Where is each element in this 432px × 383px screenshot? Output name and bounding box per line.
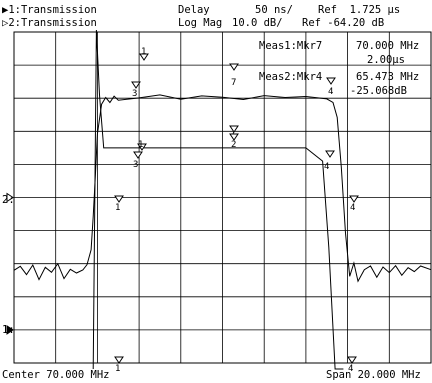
marker-triangle [229,63,239,71]
marker-triangle [229,133,239,141]
marker-number: 2 [231,140,236,150]
ch1-ref-label: 1: [2,324,15,336]
marker-triangle [325,150,335,158]
marker-number: 4 [324,162,329,172]
center-frequency-label: Center 70.000 MHz [2,369,110,381]
ch1-header-scale: 50 ns/ [255,4,293,16]
meas2-label: Meas2:Mkr4 [259,71,323,83]
marker-number: 4 [350,203,355,213]
marker-triangle [114,356,124,364]
marker-number: 3 [132,89,137,99]
ch2-ref-label: 2: [2,194,15,206]
marker-number: 7 [231,78,236,88]
marker-triangle [229,125,239,133]
ch1-reference-arrow [6,324,14,335]
marker-number: 4 [348,364,353,374]
marker-triangle [139,53,149,61]
span-label: Span 20.000 MHz [326,369,421,381]
ch2-header-trace: ▷2:Transmission [2,17,97,29]
marker-number: 4 [328,87,333,97]
marker-triangle [131,81,141,89]
traces [13,29,432,370]
log-mag-trace [13,94,432,283]
meas1-label: Meas1:Mkr7 [259,40,323,52]
ch2-header-scale: 10.0 dB/ [232,17,283,29]
marker-triangle [347,356,357,364]
marker-triangle [114,195,124,203]
marker-triangle [349,195,359,203]
ch1-header-ref: Ref 1.725 μs [318,4,401,16]
marker-number: 1 [141,47,146,57]
plot-grid [13,31,432,364]
reference-arrows [6,192,14,335]
marker-number: 1 [115,203,120,213]
marker-number: 3 [133,160,138,170]
ch1-header-trace: ▶1:Transmission [2,4,97,16]
marker-number: 1 [115,364,120,374]
ch1-header-format: Delay [178,4,210,16]
ch2-reference-arrow [6,192,14,203]
meas1-value: 2.00μs [367,54,405,66]
meas2-value: -25.068dB [350,85,407,97]
ch2-header-ref: Ref -64.20 dB [302,17,385,29]
ch2-header-format: Log Mag [178,17,223,29]
meas1-frequency: 70.000 MHz [356,40,420,52]
marker-triangle [133,151,143,159]
marker-triangle [137,143,147,151]
marker-number: 1 [138,140,143,150]
marker-symbols: 1374137241414 [114,47,359,374]
meas2-frequency: 65.473 MHz [356,71,420,83]
delay-trace [92,29,344,370]
marker-triangle [326,77,336,85]
